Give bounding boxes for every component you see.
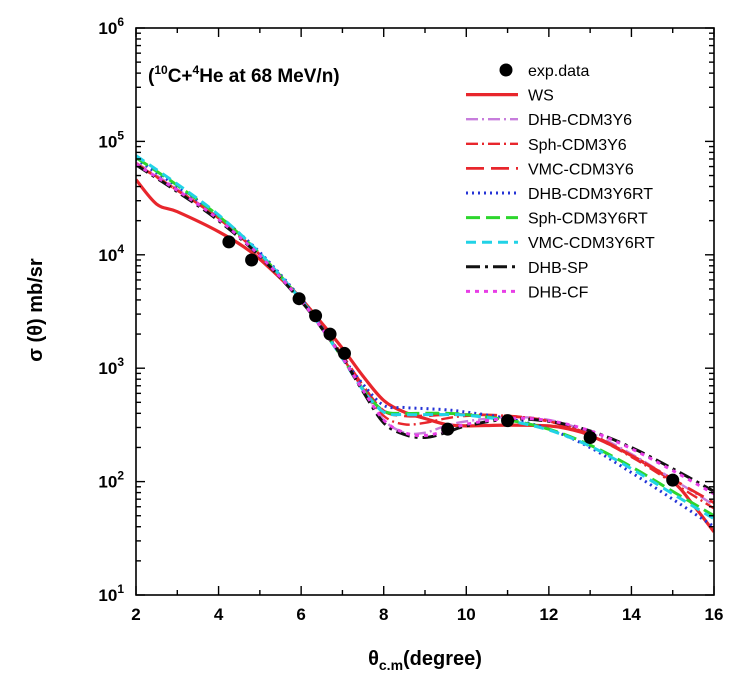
y-tick-label: 101 [98,582,124,605]
exp-data-point [309,309,323,323]
exp-data-point [583,430,597,444]
chart-title: (10C+4He at 68 MeV/n) [148,63,340,87]
x-tick-labels: 2 4 6 8 10 12 14 16 [131,605,723,624]
x-tick-label: 10 [457,605,476,624]
legend: exp.data WS DHB-CDM3Y6 Sph-CDM3Y6 VMC-CDM3Y6… [466,63,655,301]
legend-label-vmc-cdm3y6: VMC-CDM3Y6 [528,161,634,178]
x-tick-label: 12 [539,605,558,624]
series-line-dhb-cf [136,162,714,496]
x-tick-label: 2 [131,605,140,624]
legend-label-dhb-cdm3y6: DHB-CDM3Y6 [528,112,632,129]
x-axis-title: θc.m(degree) [368,648,482,673]
x-tick-label: 16 [705,605,724,624]
exp-data-point [245,253,259,267]
legend-label-sph-cdm3y6: Sph-CDM3Y6 [528,137,627,154]
y-tick-label: 104 [98,242,124,265]
y-tick-label: 103 [98,355,124,378]
x-tick-label: 4 [214,605,224,624]
axis-ticks [135,27,715,596]
y-tick-label: 105 [98,128,124,151]
exp-data-point [323,327,337,341]
exp-data-point [441,422,455,436]
legend-label-exp-data: exp.data [528,63,589,80]
y-tick-label: 102 [98,469,124,492]
legend-exp-data-marker [499,63,513,77]
exp-data-point [501,414,515,428]
x-tick-label: 8 [379,605,388,624]
legend-label-ws: WS [528,88,554,105]
legend-label-dhb-cdm3y6rt: DHB-CDM3Y6RT [528,186,653,203]
legend-label-vmc-cdm3y6rt: VMC-CDM3Y6RT [528,235,655,252]
legend-label-sph-cdm3y6rt: Sph-CDM3Y6RT [528,211,648,228]
y-tick-label: 106 [98,15,124,38]
legend-label-dhb-cf: DHB-CF [528,284,589,301]
series-line-ws [136,178,714,533]
exp-data-point [222,235,236,249]
exp-data-point [337,346,351,360]
experimental-points [222,235,680,487]
exp-data-point [666,473,680,487]
legend-label-dhb-sp: DHB-SP [528,260,588,277]
y-axis-title: σ (θ) mb/sr [25,258,47,362]
series-line-dhb-cdm3y6rt [136,157,714,528]
y-tick-labels: 101 102 103 104 105 106 [98,15,124,605]
x-tick-label: 14 [622,605,641,624]
x-tick-label: 6 [296,605,305,624]
exp-data-point [292,292,306,306]
series-line-sph-cdm3y6rt [136,156,714,517]
